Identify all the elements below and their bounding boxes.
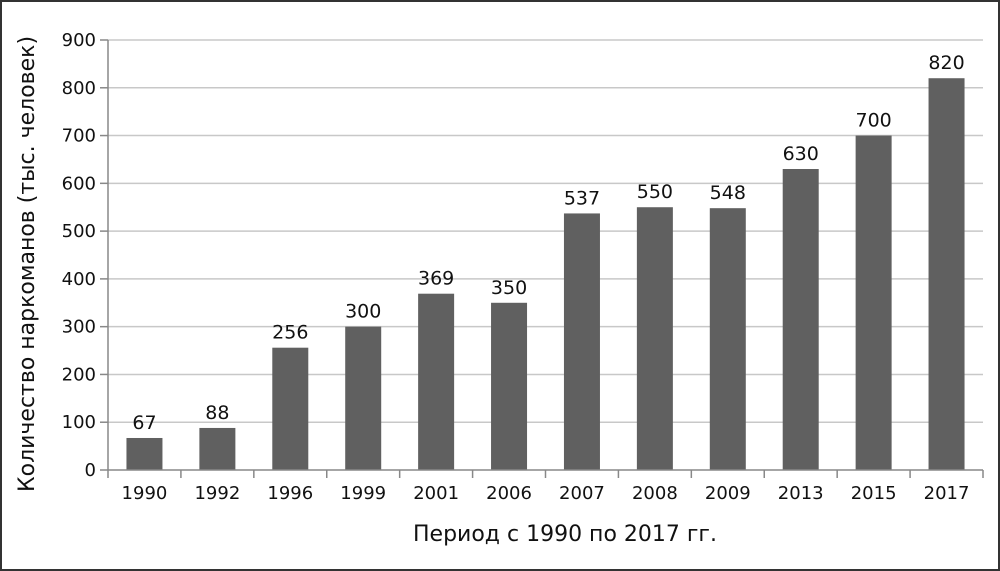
bar-2001 [418, 293, 455, 470]
y-tick-label: 600 [62, 173, 96, 194]
bar-2006 [491, 302, 528, 470]
data-label-2001: 369 [418, 268, 454, 290]
data-label-2013: 630 [783, 143, 819, 165]
bar-2017 [928, 78, 965, 470]
data-label-1999: 300 [345, 301, 381, 323]
bar-2009 [709, 208, 746, 470]
bar-2007 [563, 213, 600, 470]
bar-1996 [272, 347, 309, 470]
x-tick-label: 2009 [705, 483, 751, 504]
data-label-2009: 548 [710, 182, 746, 204]
bar-1999 [345, 326, 382, 470]
x-tick-label: 1999 [340, 483, 386, 504]
x-tick-label: 2006 [486, 483, 532, 504]
y-tick-label: 500 [62, 221, 96, 242]
bar-2008 [636, 207, 673, 470]
bar-2013 [782, 169, 819, 470]
bar-2015 [855, 135, 892, 471]
x-tick-label: 2015 [851, 483, 897, 504]
y-tick-label: 100 [62, 412, 96, 433]
bar-1992 [199, 427, 236, 470]
y-tick-label: 900 [62, 30, 96, 51]
x-tick-label: 1992 [194, 483, 240, 504]
data-label-2007: 537 [564, 187, 600, 209]
axes: 0 100 200 300 400 500 600 700 800 900 1990 1992 1996… [62, 30, 984, 504]
x-tick-label: 2013 [778, 483, 824, 504]
y-tick-label: 800 [62, 78, 96, 99]
data-label-2017: 820 [928, 52, 964, 74]
data-label-2015: 700 [855, 110, 891, 132]
data-label-2008: 550 [637, 181, 673, 203]
y-tick-label: 200 [62, 364, 96, 385]
data-label-2006: 350 [491, 277, 527, 299]
y-tick-label: 300 [62, 317, 96, 338]
data-label-1992: 88 [205, 402, 229, 424]
data-labels: 67 88 256 300 369 350 537 550 548 630 700 820 [132, 52, 964, 434]
x-tick-label: 2017 [924, 483, 970, 504]
gridlines [108, 39, 983, 423]
x-axis-title: Период с 1990 по 2017 гг. [413, 522, 717, 547]
y-tick-label: 0 [85, 460, 96, 481]
y-tick-label: 700 [62, 126, 96, 147]
x-tick-label: 2001 [413, 483, 459, 504]
y-tick-label: 400 [62, 269, 96, 290]
y-axis-title: Количество наркоманов (тыс. человек) [15, 36, 40, 492]
bars [126, 78, 965, 471]
data-label-1996: 256 [272, 322, 308, 344]
bar-1990 [126, 437, 163, 470]
data-label-1990: 67 [132, 412, 156, 434]
x-tick-label: 1996 [267, 483, 313, 504]
x-tick-label: 1990 [122, 483, 168, 504]
x-tick-label: 2007 [559, 483, 605, 504]
x-tick-label: 2008 [632, 483, 678, 504]
